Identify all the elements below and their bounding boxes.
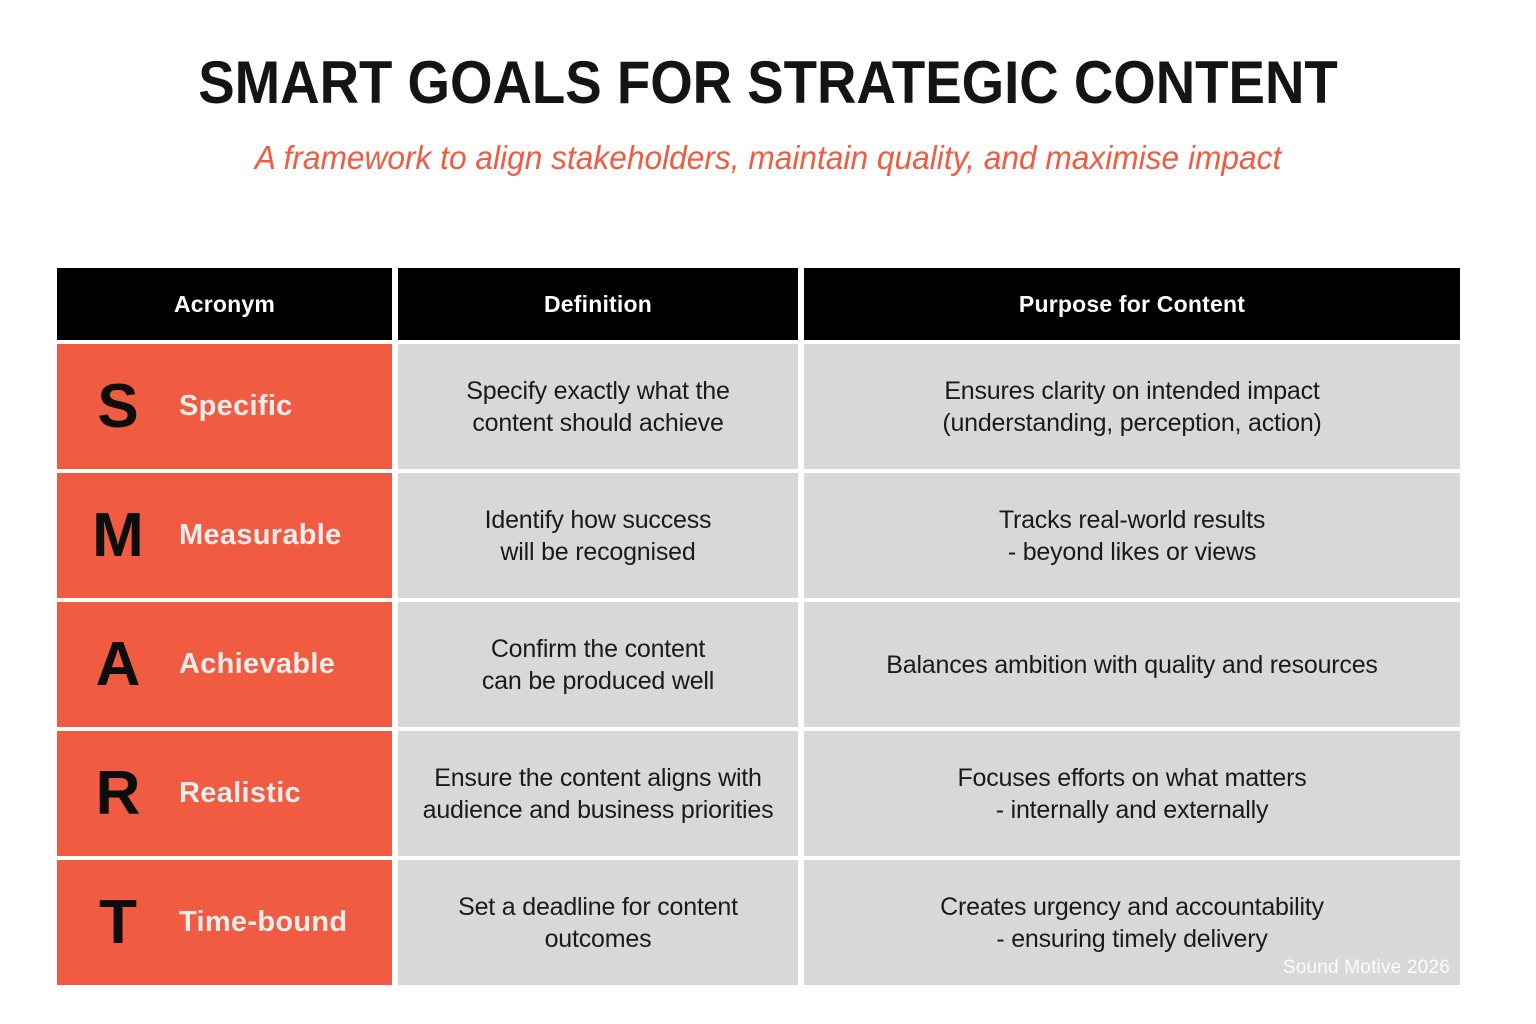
- acronym-letter-m: M: [92, 500, 144, 570]
- acronym-term-specific: Specific: [179, 390, 293, 422]
- purpose-cell-timebound: Creates urgency and accountability - ens…: [804, 860, 1460, 985]
- column-header-acronym: Acronym: [57, 268, 392, 340]
- smart-goals-table: Acronym Definition Purpose for Content S…: [57, 268, 1460, 985]
- purpose-text-specific: Ensures clarity on intended impact (unde…: [942, 376, 1322, 437]
- smart-goals-infographic: SMART GOALS FOR STRATEGIC CONTENT A fram…: [0, 48, 1536, 1024]
- acronym-term-realistic: Realistic: [179, 777, 301, 809]
- purpose-text-realistic: Focuses efforts on what matters - intern…: [957, 763, 1307, 824]
- purpose-text-achievable: Balances ambition with quality and resou…: [886, 650, 1378, 679]
- definition-cell-achievable: Confirm the content can be produced well: [398, 602, 798, 727]
- column-header-purpose: Purpose for Content: [804, 268, 1460, 340]
- watermark-credit: Sound Motive 2026: [1282, 957, 1450, 978]
- acronym-letter-r: R: [95, 758, 141, 828]
- acronym-term-measurable: Measurable: [179, 519, 342, 551]
- definition-text-realistic: Ensure the content aligns with audience …: [422, 763, 774, 824]
- purpose-cell-specific: Ensures clarity on intended impact (unde…: [804, 344, 1460, 469]
- definition-text-specific: Specify exactly what the content should …: [466, 376, 730, 437]
- purpose-cell-realistic: Focuses efforts on what matters - intern…: [804, 731, 1460, 856]
- acronym-cell-specific: S Specific: [57, 344, 392, 469]
- definition-cell-timebound: Set a deadline for content outcomes: [398, 860, 798, 985]
- page-title: SMART GOALS FOR STRATEGIC CONTENT: [198, 49, 1338, 116]
- acronym-letter-s: S: [97, 371, 139, 441]
- definition-text-achievable: Confirm the content can be produced well: [481, 634, 715, 695]
- definition-cell-specific: Specify exactly what the content should …: [398, 344, 798, 469]
- definition-cell-realistic: Ensure the content aligns with audience …: [398, 731, 798, 856]
- acronym-cell-timebound: T Time-bound: [57, 860, 392, 985]
- definition-text-measurable: Identify how success will be recognised: [484, 505, 712, 566]
- column-header-definition: Definition: [398, 268, 798, 340]
- acronym-cell-realistic: R Realistic: [57, 731, 392, 856]
- acronym-cell-achievable: A Achievable: [57, 602, 392, 727]
- acronym-letter-a: A: [95, 629, 141, 699]
- acronym-letter-t: T: [99, 887, 137, 957]
- purpose-text-timebound: Creates urgency and accountability - ens…: [940, 892, 1324, 953]
- acronym-cell-measurable: M Measurable: [57, 473, 392, 598]
- definition-text-timebound: Set a deadline for content outcomes: [458, 892, 738, 953]
- acronym-term-timebound: Time-bound: [179, 906, 348, 938]
- definition-cell-measurable: Identify how success will be recognised: [398, 473, 798, 598]
- purpose-cell-achievable: Balances ambition with quality and resou…: [804, 602, 1460, 727]
- purpose-text-measurable: Tracks real-world results - beyond likes…: [998, 505, 1266, 566]
- page-subtitle: A framework to align stakeholders, maint…: [254, 139, 1282, 176]
- acronym-term-achievable: Achievable: [179, 648, 336, 680]
- purpose-cell-measurable: Tracks real-world results - beyond likes…: [804, 473, 1460, 598]
